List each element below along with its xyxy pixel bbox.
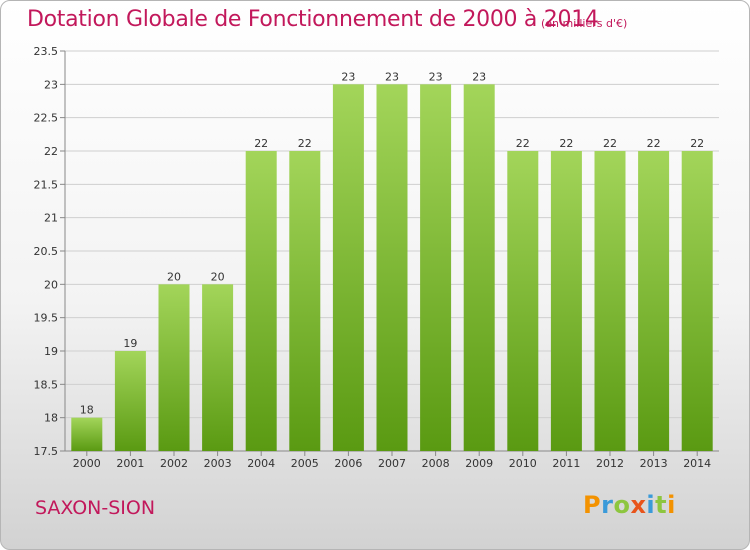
bar — [463, 84, 495, 451]
bar — [507, 151, 539, 451]
x-tick-label: 2010 — [509, 457, 537, 470]
x-tick-label: 2001 — [116, 457, 144, 470]
y-tick-label: 20.5 — [34, 245, 59, 258]
data-label: 20 — [167, 270, 181, 283]
commune-name: SAXON-SION — [35, 497, 156, 519]
y-tick-label: 18.5 — [34, 378, 59, 391]
y-tick-label: 22 — [44, 145, 58, 158]
data-label: 19 — [123, 337, 137, 350]
y-tick-label: 19 — [44, 345, 58, 358]
data-label: 20 — [211, 270, 225, 283]
bar — [681, 151, 713, 451]
y-tick-label: 19.5 — [34, 312, 59, 325]
proxiti-logo[interactable]: Proxiti — [583, 491, 676, 519]
x-tick-label: 2005 — [291, 457, 319, 470]
bar — [289, 151, 321, 451]
data-label: 23 — [341, 70, 355, 83]
data-label: 22 — [559, 137, 573, 150]
data-label: 22 — [690, 137, 704, 150]
y-tick-label: 23 — [44, 78, 58, 91]
bar — [202, 284, 234, 451]
bar — [245, 151, 277, 451]
x-tick-label: 2000 — [73, 457, 101, 470]
data-label: 23 — [429, 70, 443, 83]
x-tick-label: 2008 — [422, 457, 450, 470]
y-tick-label: 22.5 — [34, 112, 59, 125]
data-label: 22 — [516, 137, 530, 150]
bar — [420, 84, 452, 451]
x-tick-label: 2004 — [247, 457, 275, 470]
x-tick-label: 2009 — [465, 457, 493, 470]
x-tick-label: 2012 — [596, 457, 624, 470]
bar — [332, 84, 364, 451]
bar — [594, 151, 626, 451]
y-tick-label: 21 — [44, 212, 58, 225]
x-tick-label: 2013 — [640, 457, 668, 470]
chart-title: Dotation Globale de Fonctionnement de 20… — [27, 7, 599, 32]
x-tick-label: 2014 — [683, 457, 711, 470]
bar — [376, 84, 408, 451]
x-tick-label: 2002 — [160, 457, 188, 470]
x-tick-label: 2007 — [378, 457, 406, 470]
data-label: 23 — [385, 70, 399, 83]
y-tick-label: 17.5 — [34, 445, 59, 458]
bar — [158, 284, 190, 451]
data-label: 22 — [647, 137, 661, 150]
data-label: 18 — [80, 404, 94, 417]
x-tick-label: 2011 — [552, 457, 580, 470]
data-label: 22 — [254, 137, 268, 150]
data-label: 23 — [472, 70, 486, 83]
bar — [638, 151, 670, 451]
chart-unit: (en milliers d'€) — [541, 17, 628, 30]
data-label: 22 — [603, 137, 617, 150]
y-tick-label: 18 — [44, 412, 58, 425]
y-tick-label: 20 — [44, 278, 58, 291]
bar — [71, 417, 103, 451]
x-tick-label: 2006 — [334, 457, 362, 470]
bar — [114, 351, 146, 451]
bar — [550, 151, 582, 451]
y-tick-label: 23.5 — [34, 45, 59, 58]
data-label: 22 — [298, 137, 312, 150]
x-tick-label: 2003 — [204, 457, 232, 470]
y-tick-label: 21.5 — [34, 178, 59, 191]
